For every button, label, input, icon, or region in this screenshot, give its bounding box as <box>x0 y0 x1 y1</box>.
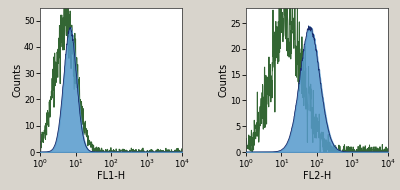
Y-axis label: Counts: Counts <box>12 63 22 97</box>
Y-axis label: Counts: Counts <box>218 63 228 97</box>
X-axis label: FL2-H: FL2-H <box>303 171 331 181</box>
X-axis label: FL1-H: FL1-H <box>97 171 125 181</box>
